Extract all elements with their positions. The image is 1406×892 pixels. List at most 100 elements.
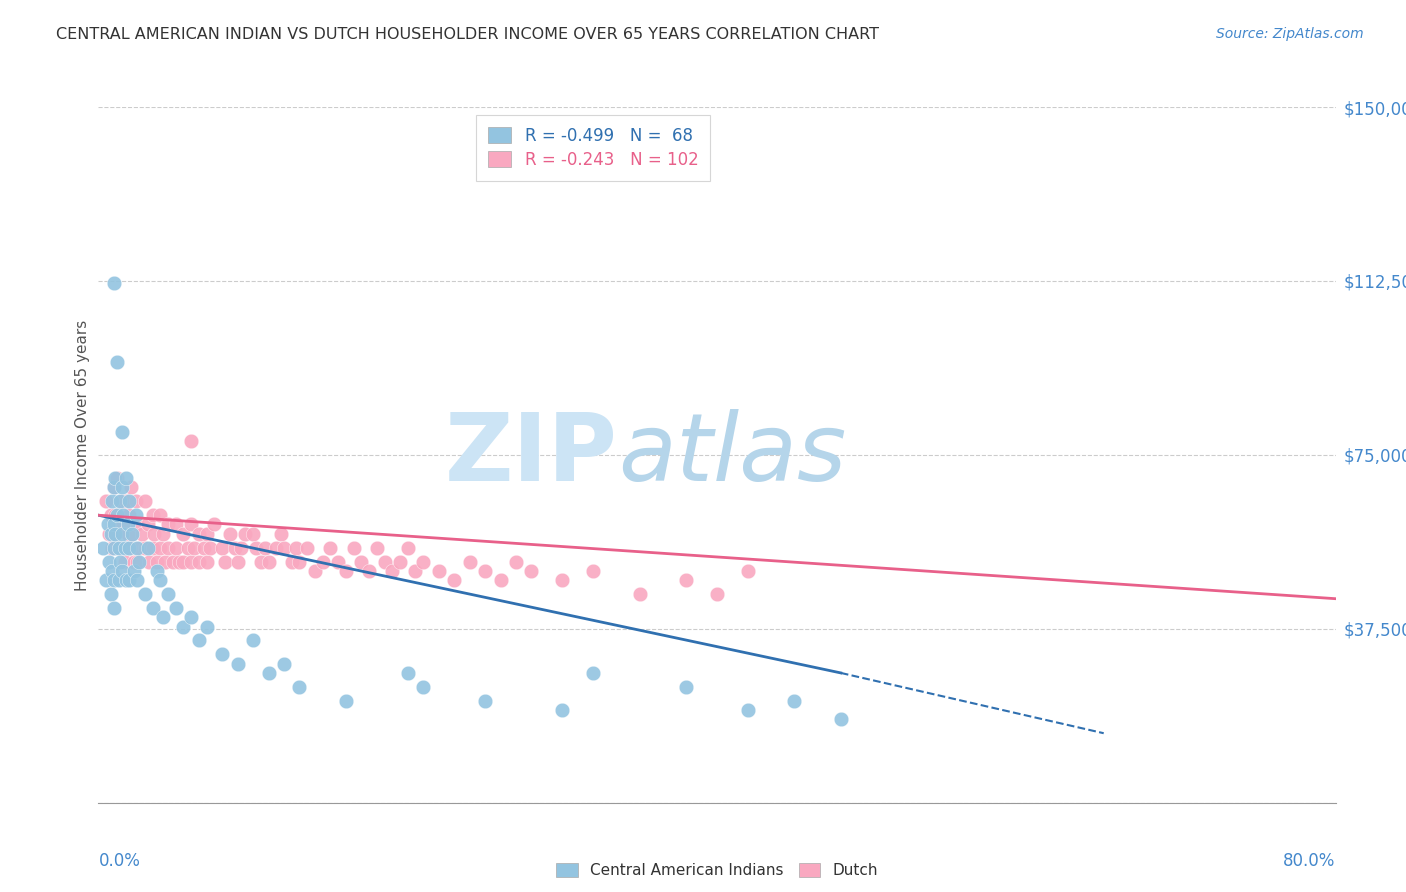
Point	[141, 601, 165, 615]
Point	[204, 517, 226, 532]
Point	[273, 541, 295, 555]
Point	[427, 564, 450, 578]
Point	[111, 541, 132, 555]
Point	[103, 277, 125, 291]
Point	[114, 555, 136, 569]
Point	[108, 517, 131, 532]
Legend: Central American Indians, Dutch: Central American Indians, Dutch	[548, 855, 886, 886]
Point	[118, 494, 141, 508]
Point	[254, 541, 277, 555]
Point	[104, 508, 127, 523]
Point	[91, 541, 114, 555]
Point	[257, 555, 280, 569]
Point	[108, 494, 131, 508]
Point	[152, 526, 174, 541]
Point	[104, 526, 127, 541]
Point	[115, 471, 138, 485]
Point	[138, 555, 160, 569]
Point	[98, 526, 121, 541]
Point	[103, 526, 125, 541]
Point	[412, 680, 434, 694]
Point	[172, 555, 194, 569]
Point	[304, 564, 326, 578]
Point	[551, 573, 574, 587]
Point	[111, 494, 132, 508]
Point	[675, 680, 697, 694]
Point	[335, 564, 357, 578]
Point	[167, 555, 190, 569]
Point	[157, 517, 180, 532]
Point	[122, 555, 145, 569]
Text: 0.0%: 0.0%	[98, 852, 141, 870]
Point	[281, 555, 304, 569]
Point	[131, 526, 153, 541]
Point	[226, 657, 249, 671]
Point	[177, 541, 200, 555]
Point	[127, 517, 149, 532]
Point	[100, 508, 122, 523]
Point	[134, 541, 156, 555]
Point	[143, 526, 166, 541]
Point	[183, 541, 205, 555]
Point	[366, 541, 388, 555]
Point	[474, 694, 496, 708]
Point	[149, 541, 172, 555]
Point	[100, 587, 122, 601]
Point	[100, 526, 122, 541]
Point	[103, 601, 125, 615]
Point	[343, 541, 366, 555]
Point	[242, 526, 264, 541]
Text: atlas: atlas	[619, 409, 846, 500]
Point	[104, 471, 127, 485]
Point	[188, 526, 211, 541]
Point	[180, 434, 202, 448]
Point	[233, 526, 257, 541]
Point	[124, 494, 146, 508]
Point	[257, 665, 280, 680]
Point	[141, 541, 165, 555]
Point	[101, 494, 124, 508]
Text: 80.0%: 80.0%	[1284, 852, 1336, 870]
Point	[96, 494, 118, 508]
Point	[105, 355, 128, 369]
Point	[165, 601, 187, 615]
Point	[97, 517, 120, 532]
Point	[111, 425, 132, 439]
Point	[250, 555, 273, 569]
Point	[520, 564, 543, 578]
Point	[120, 480, 142, 494]
Point	[551, 703, 574, 717]
Point	[112, 508, 135, 523]
Point	[107, 541, 129, 555]
Point	[111, 480, 132, 494]
Point	[127, 573, 149, 587]
Point	[270, 526, 292, 541]
Point	[103, 517, 125, 532]
Point	[112, 517, 135, 532]
Point	[146, 564, 169, 578]
Point	[224, 541, 246, 555]
Point	[117, 526, 139, 541]
Point	[111, 564, 132, 578]
Point	[101, 541, 124, 555]
Point	[297, 541, 319, 555]
Point	[357, 564, 380, 578]
Point	[180, 517, 202, 532]
Point	[152, 610, 174, 624]
Text: CENTRAL AMERICAN INDIAN VS DUTCH HOUSEHOLDER INCOME OVER 65 YEARS CORRELATION CH: CENTRAL AMERICAN INDIAN VS DUTCH HOUSEHO…	[56, 27, 879, 42]
Point	[405, 564, 427, 578]
Point	[489, 573, 512, 587]
Point	[134, 587, 156, 601]
Point	[783, 694, 806, 708]
Point	[124, 508, 146, 523]
Point	[105, 471, 128, 485]
Point	[127, 541, 149, 555]
Point	[830, 712, 852, 726]
Point	[396, 665, 419, 680]
Point	[136, 517, 159, 532]
Point	[103, 541, 125, 555]
Point	[285, 541, 308, 555]
Point	[242, 633, 264, 648]
Point	[114, 541, 136, 555]
Point	[121, 526, 143, 541]
